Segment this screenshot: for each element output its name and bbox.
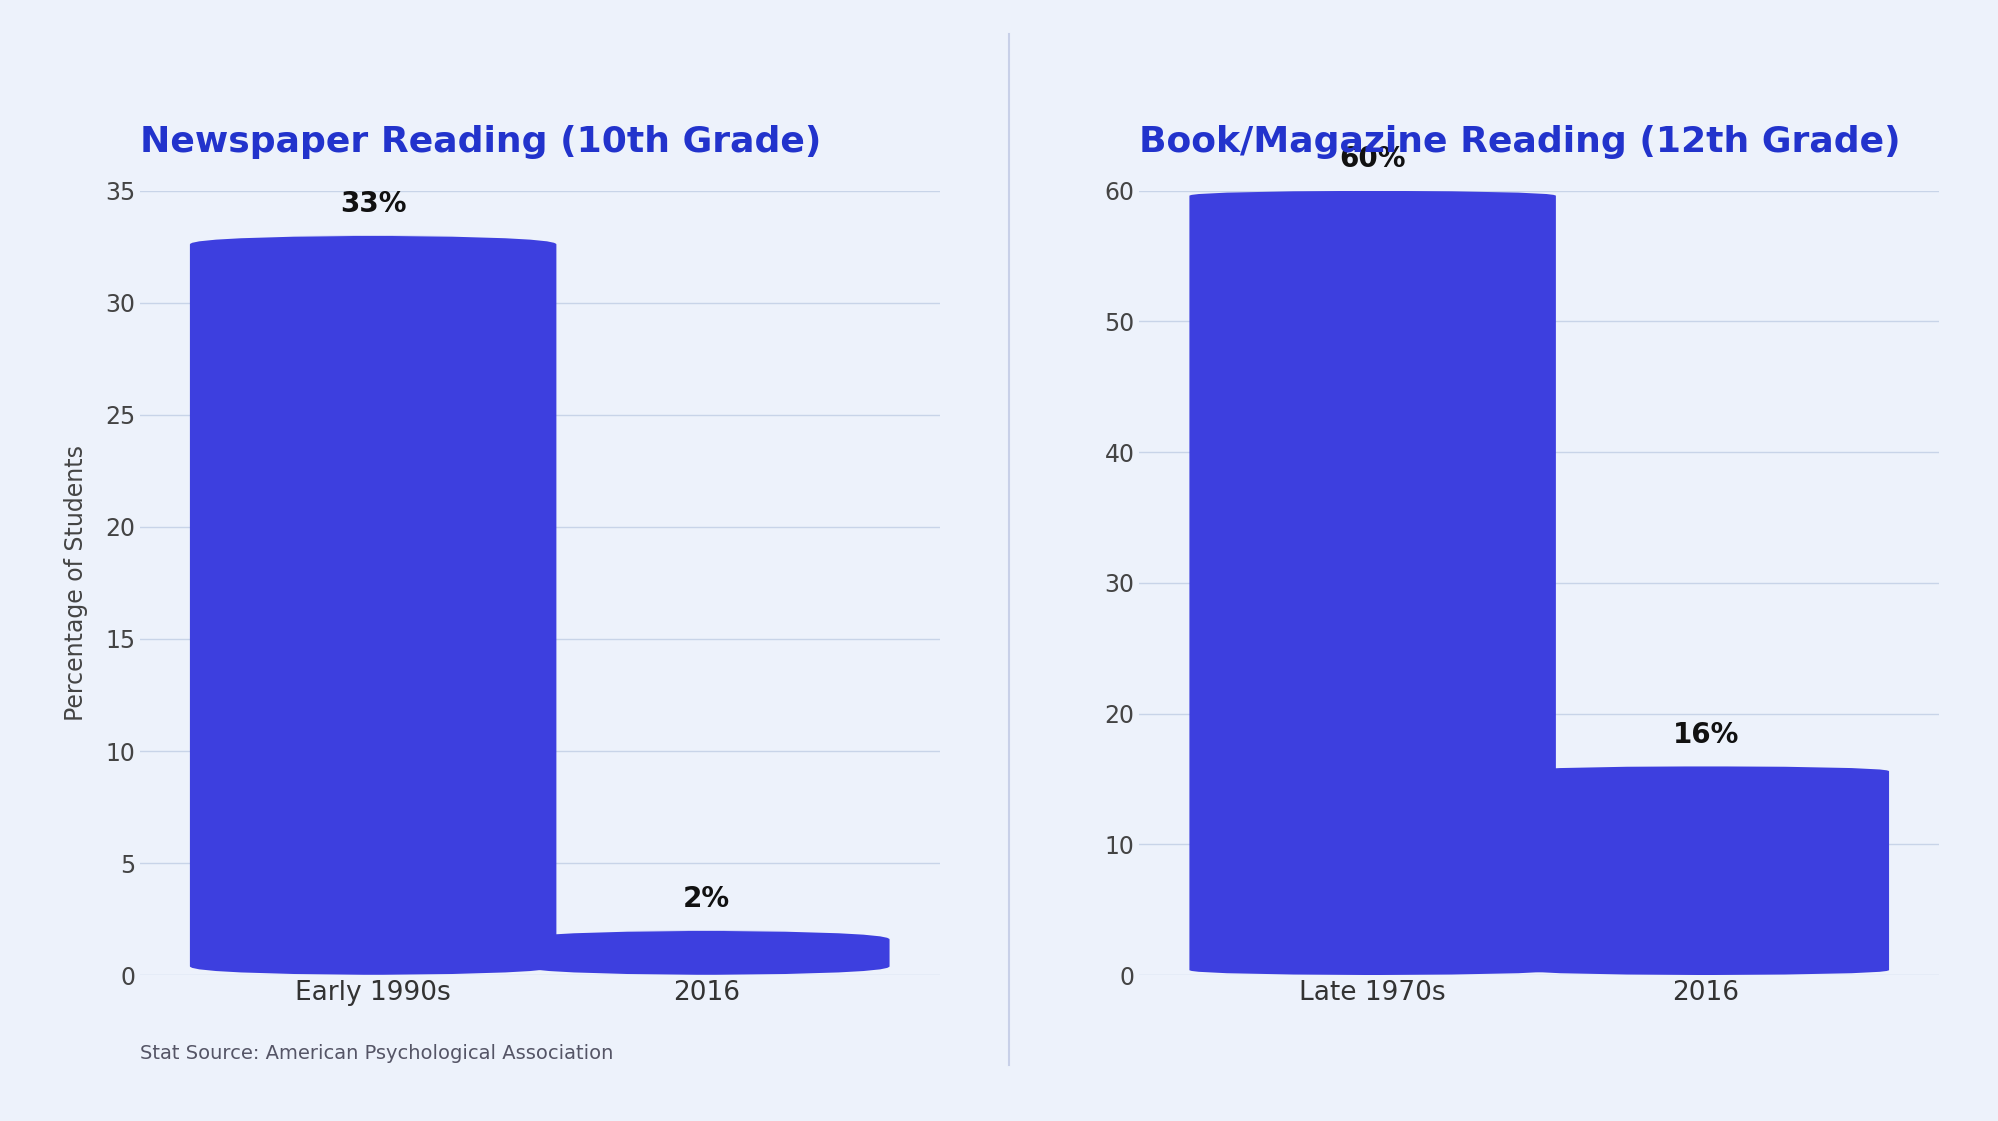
Text: 60%: 60% (1339, 146, 1405, 174)
FancyBboxPatch shape (523, 930, 889, 975)
Text: 2%: 2% (683, 886, 729, 914)
Text: Stat Source: American Psychological Association: Stat Source: American Psychological Asso… (140, 1045, 613, 1064)
Text: 16%: 16% (1672, 721, 1738, 749)
Y-axis label: Percentage of Students: Percentage of Students (64, 445, 88, 721)
FancyBboxPatch shape (190, 235, 555, 975)
Text: Newspaper Reading (10th Grade): Newspaper Reading (10th Grade) (140, 124, 821, 159)
Text: 33%: 33% (340, 191, 406, 219)
Text: Book/Magazine Reading (12th Grade): Book/Magazine Reading (12th Grade) (1139, 124, 1900, 159)
FancyBboxPatch shape (1522, 766, 1888, 975)
FancyBboxPatch shape (1189, 191, 1554, 975)
